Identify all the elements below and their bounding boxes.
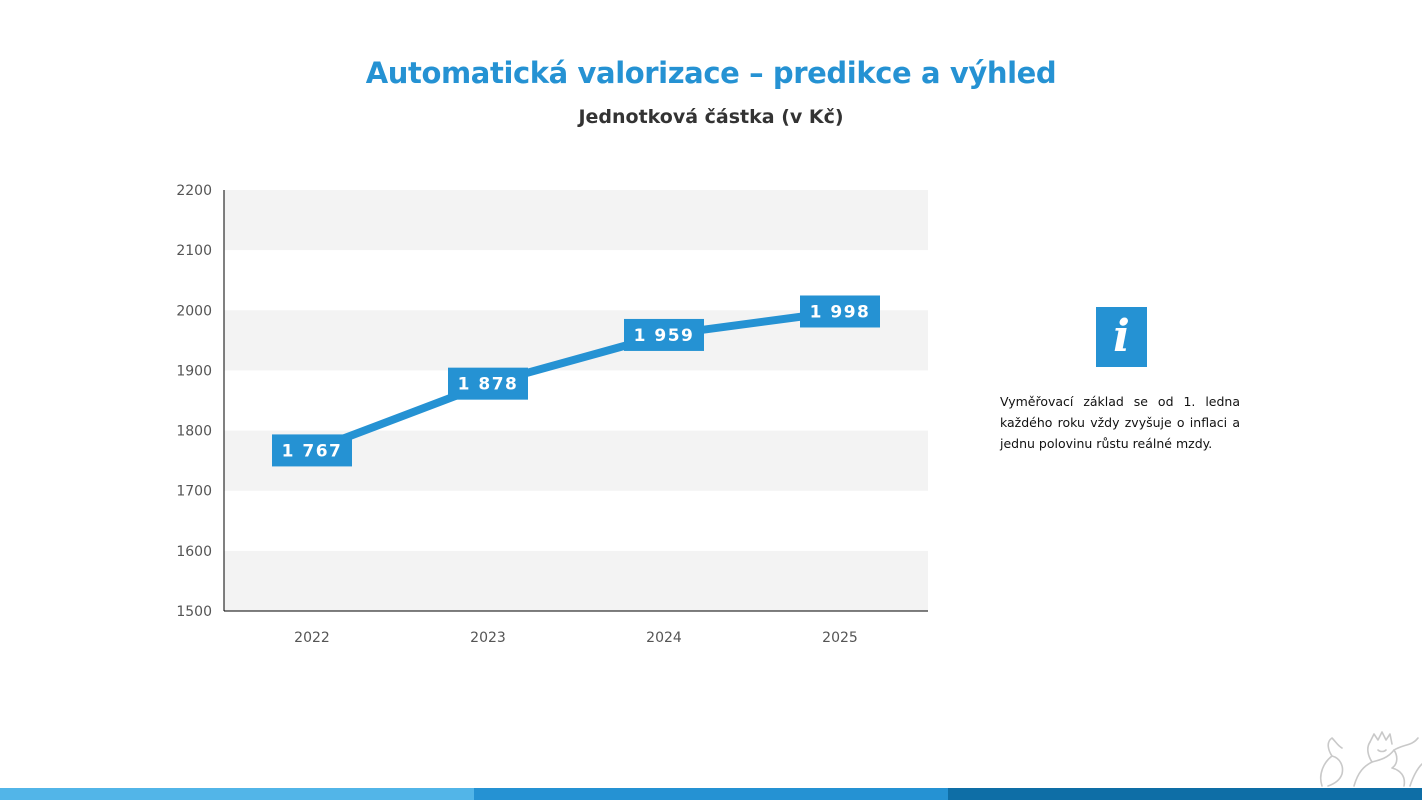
- y-tick-label: 2000: [176, 303, 212, 319]
- series-line: [310, 307, 841, 455]
- grid-band: [224, 190, 928, 251]
- x-tick-label: 2024: [646, 630, 682, 646]
- data-label: 1 878: [458, 375, 519, 395]
- y-tick-label: 1900: [176, 363, 212, 379]
- x-tick-label: 2025: [822, 630, 858, 646]
- y-tick-label: 1600: [176, 544, 212, 560]
- line-chart: 1500 1600 1700 1800 1900 2000 2100 2200 2022 2023…: [176, 183, 928, 646]
- y-tick-label: 1700: [176, 484, 212, 500]
- grid-band: [224, 550, 928, 611]
- y-tick-label: 2100: [176, 243, 212, 259]
- x-tick-label: 2023: [470, 630, 506, 646]
- chart-subtitle: Jednotková částka (v Kč): [578, 106, 844, 128]
- footer-stripe-mid: [474, 788, 948, 800]
- info-text: Vyměřovací základ se od 1. ledna každého…: [1000, 394, 1240, 451]
- info-icon: i: [1096, 307, 1147, 367]
- footer-stripe-dark: [948, 788, 1422, 800]
- data-point-marker: [800, 295, 880, 328]
- x-tick-label: 2022: [294, 630, 330, 646]
- y-tick-label: 2200: [176, 183, 212, 199]
- y-tick-label: 1500: [176, 604, 212, 620]
- footer-stripe: [0, 788, 1422, 800]
- data-label: 1 767: [282, 441, 343, 461]
- data-point-marker: [272, 434, 352, 467]
- y-tick-label: 1800: [176, 424, 212, 440]
- footer-stripe-light: [0, 788, 474, 800]
- page-title: Automatická valorizace – predikce a výhl…: [365, 56, 1057, 90]
- data-label: 1 998: [810, 302, 871, 322]
- lion-crest-icon: [1319, 731, 1422, 787]
- data-label: 1 959: [634, 326, 695, 346]
- data-point-marker: [448, 367, 528, 400]
- data-point-marker: [624, 318, 704, 351]
